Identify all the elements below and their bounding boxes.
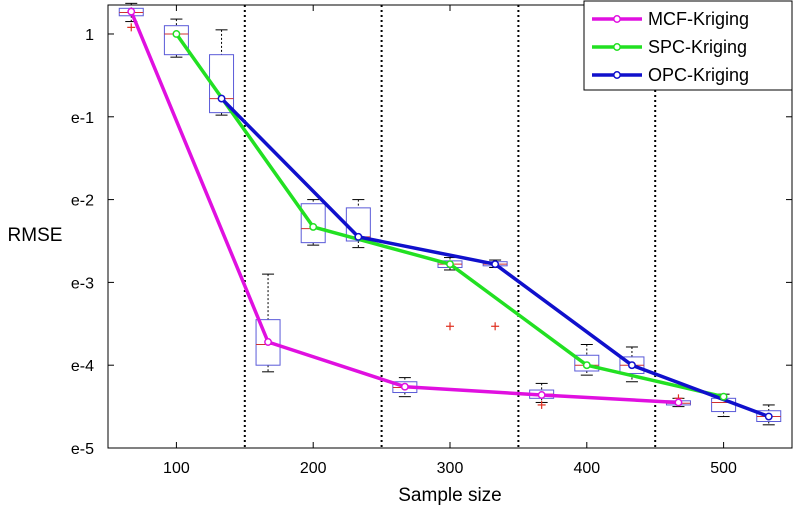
x-tick-label: 500 (710, 460, 737, 477)
boxplot (574, 343, 600, 376)
separator-lines (243, 5, 657, 448)
box-body (574, 354, 600, 372)
data-point (172, 30, 181, 38)
boxplot (255, 273, 281, 373)
data-point (582, 361, 591, 370)
data-point (354, 232, 363, 241)
data-point (217, 94, 226, 103)
x-tick-label: 200 (300, 460, 327, 477)
data-point (127, 7, 136, 16)
data-point (309, 222, 318, 231)
legend-marker (613, 71, 621, 79)
data-point (400, 382, 409, 391)
y-tick-label: e-4 (71, 358, 94, 375)
y-tick-label: 1 (85, 27, 94, 44)
y-tick-label: e-2 (71, 193, 94, 210)
data-point (264, 338, 273, 346)
legend-marker (613, 15, 621, 23)
x-tick-label: 300 (437, 460, 464, 477)
legend-marker (613, 43, 621, 51)
y-tick-label: e-3 (71, 275, 94, 292)
data-point (764, 412, 773, 421)
x-axis-label: Sample size (398, 485, 502, 506)
data-point (627, 361, 636, 370)
data-point (491, 260, 500, 269)
legend-label: MCF-Kriging (648, 9, 749, 29)
x-tick-label: 400 (573, 460, 600, 477)
boxplots (118, 2, 782, 426)
legend-label: SPC-Kriging (648, 37, 747, 57)
legend: MCF-Kriging SPC-Kriging OPC-Kriging (583, 0, 793, 91)
box-body (255, 319, 281, 366)
y-tick-label: e-5 (71, 441, 94, 458)
y-axis-ticks: 1 e-1 e-2 e-3 e-4 e-5 (71, 27, 792, 458)
data-point (719, 392, 728, 401)
box-body (163, 25, 189, 56)
data-point (537, 391, 546, 399)
x-axis-ticks: 100 200 300 400 500 (163, 5, 737, 477)
data-point (446, 260, 454, 269)
x-tick-label: 100 (163, 460, 190, 477)
data-point (674, 398, 683, 407)
y-tick-label: e-1 (71, 110, 94, 127)
legend-label: OPC-Kriging (648, 65, 749, 85)
y-axis-label: RMSE (8, 225, 63, 246)
series-points (127, 7, 773, 421)
box-body (300, 203, 326, 244)
